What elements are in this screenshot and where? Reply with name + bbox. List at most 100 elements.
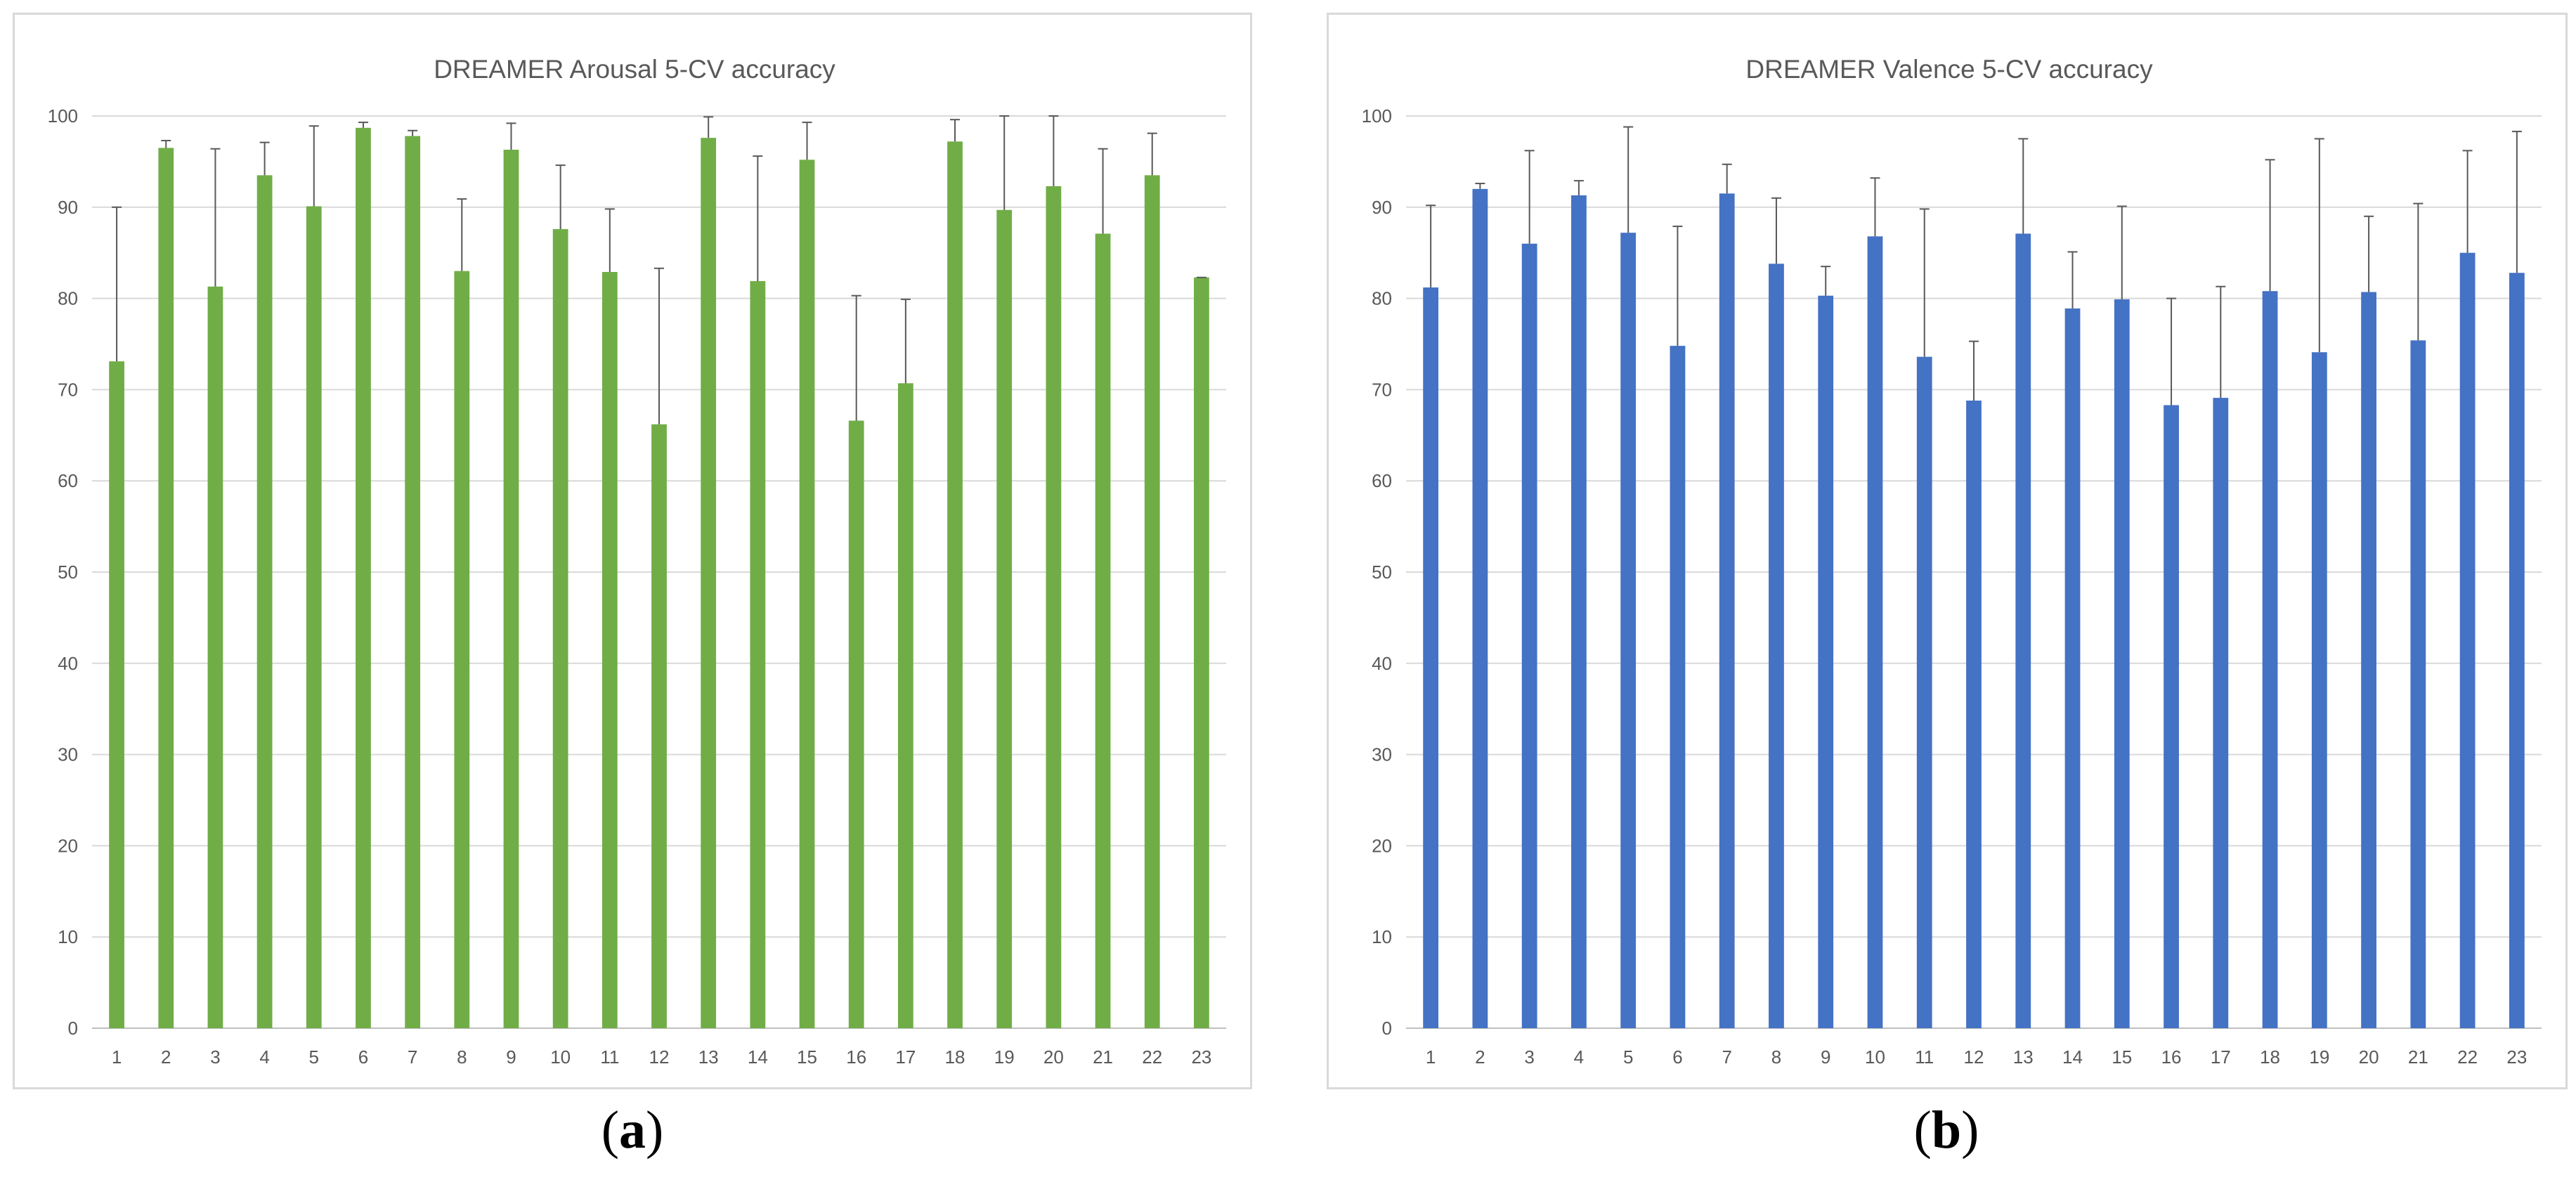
arousal-xtick-label: 20 [1043,1046,1064,1068]
arousal-bar [848,420,864,1028]
valence-xtick-label: 6 [1672,1046,1682,1068]
valence-bar [2459,252,2476,1029]
arousal-bar [109,361,124,1028]
arousal-xtick-label: 8 [457,1046,467,1068]
arousal-bar [552,228,568,1028]
arousal-bar [405,136,421,1028]
valence-bar [1719,193,1735,1028]
arousal-xtick-label: 13 [698,1046,719,1068]
arousal-xtick-label: 15 [797,1046,817,1068]
valence-ytick-label: 70 [1372,379,1392,400]
valence-bar [2410,340,2426,1029]
valence-title: DREAMER Valence 5-CV accuracy [1745,55,2153,84]
arousal-ytick-label: 20 [58,835,78,856]
arousal-xtick-label: 5 [309,1046,319,1068]
arousal-xtick-label: 4 [259,1046,269,1068]
valence-ytick-label: 20 [1372,835,1392,856]
panel-label-a: (a) [601,1101,664,1160]
arousal-xtick-label: 17 [895,1046,916,1068]
arousal-ytick-label: 90 [58,197,78,218]
valence-bar [2311,352,2327,1028]
arousal-bar [1046,186,1062,1028]
valence-bar [1966,400,1982,1028]
valence-bar [1916,356,1932,1028]
valence-ytick-label: 90 [1372,197,1392,218]
arousal-xtick-label: 11 [600,1046,619,1068]
valence-xtick-label: 12 [1964,1046,1984,1068]
arousal-bar [503,150,519,1028]
arousal-bar [601,271,618,1028]
valence-xtick-label: 17 [2211,1046,2231,1068]
valence-xtick-label: 1 [1426,1046,1436,1068]
valence-xtick-label: 3 [1524,1046,1534,1068]
valence-xtick-label: 11 [1915,1046,1934,1068]
valence-bar [2262,291,2278,1028]
valence-ytick-label: 60 [1372,470,1392,491]
valence-bar [1571,195,1587,1028]
valence-xtick-label: 2 [1475,1046,1485,1068]
arousal-bar [799,160,815,1029]
valence-xtick-label: 13 [2013,1046,2034,1068]
arousal-xtick-label: 9 [506,1046,516,1068]
arousal-bar [651,424,667,1028]
arousal-ytick-label: 80 [58,288,78,309]
arousal-title: DREAMER Arousal 5-CV accuracy [434,55,835,84]
valence-xtick-label: 16 [2161,1046,2182,1068]
arousal-xtick-label: 2 [161,1046,171,1068]
arousal-ytick-label: 10 [58,926,78,947]
valence-bar [2164,405,2179,1028]
arousal-bar [1194,277,1209,1029]
valence-bar [1620,233,1637,1028]
arousal-ytick-label: 100 [48,105,78,127]
arousal-bar [256,175,273,1028]
valence-xtick-label: 19 [2309,1046,2329,1068]
valence-xtick-label: 4 [1574,1046,1584,1068]
valence-bar [2361,292,2376,1028]
arousal-xtick-label: 23 [1191,1046,1211,1068]
arousal-ytick-label: 0 [68,1018,78,1039]
valence-xtick-label: 22 [2457,1046,2478,1068]
arousal-bar [947,141,963,1028]
valence-xtick-label: 15 [2112,1046,2132,1068]
valence-xtick-label: 18 [2260,1046,2280,1068]
valence-bar [2015,233,2031,1028]
chart-panel-valence: DREAMER Valence 5-CV accuracy 0 10 20 30 40 50… [1327,13,2568,1089]
arousal-bar [701,138,717,1029]
arousal-ytick-label: 40 [58,653,78,674]
arousal-xtick-label: 16 [846,1046,866,1068]
arousal-bar [356,127,371,1028]
valence-bar [1867,236,1883,1029]
valence-ytick-label: 10 [1372,926,1392,947]
valence-xtick-label: 21 [2408,1046,2428,1068]
valence-ytick-label: 40 [1372,653,1392,674]
valence-xtick-label: 8 [1771,1046,1781,1068]
valence-bar [1818,295,1834,1028]
arousal-xtick-label: 6 [358,1046,368,1068]
valence-xtick-label: 10 [1865,1046,1885,1068]
arousal-bar [306,206,322,1029]
valence-bar [2114,299,2130,1029]
valence-xtick-label: 9 [1821,1046,1830,1068]
arousal-xtick-label: 21 [1093,1046,1113,1068]
valence-ytick-label: 30 [1372,744,1392,765]
arousal-xtick-label: 19 [994,1046,1015,1068]
arousal-bar [454,271,470,1028]
arousal-xtick-label: 22 [1142,1046,1162,1068]
chart-panel-arousal: DREAMER Arousal 5-CV accuracy 0 10 20 30 40 50… [13,13,1252,1089]
valence-bar [1521,243,1537,1029]
arousal-bar [996,209,1013,1029]
arousal-bar [158,148,174,1029]
valence-bar [1670,346,1686,1028]
arousal-xtick-label: 3 [210,1046,220,1068]
valence-ytick-label: 50 [1372,562,1392,583]
valence-xtick-label: 14 [2062,1046,2083,1068]
valence-bar [1769,264,1784,1028]
valence-bar [2213,398,2229,1028]
arousal-bar [750,280,766,1028]
valence-bar [1423,287,1439,1029]
arousal-ytick-label: 60 [58,470,78,491]
valence-bar [2509,273,2525,1029]
panel-label-b: (b) [1913,1101,1979,1160]
valence-xtick-label: 20 [2359,1046,2379,1068]
arousal-bar [1095,233,1111,1028]
